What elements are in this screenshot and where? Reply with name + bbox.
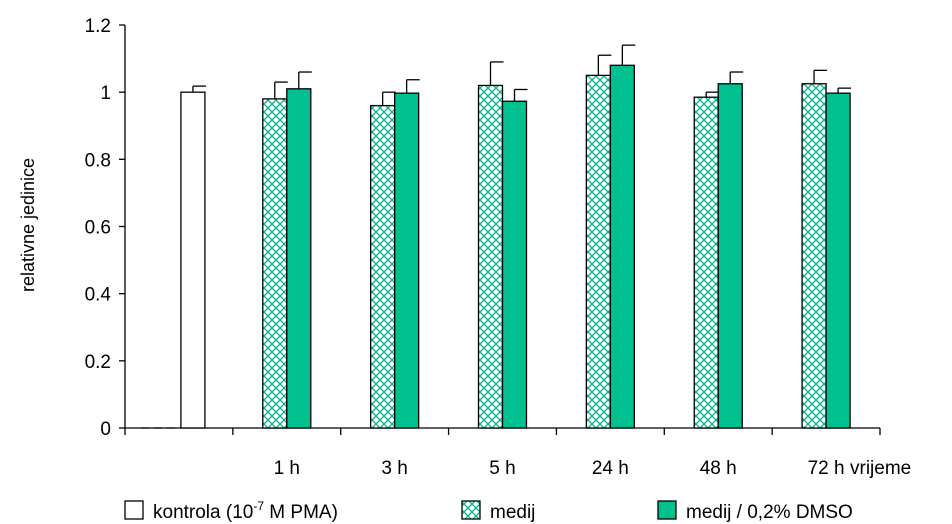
- y-tick-label: 0.6: [85, 218, 111, 239]
- legend-label-medij: medij: [490, 502, 535, 523]
- y-tick-label: 0.4: [85, 285, 112, 306]
- x-tick-label: 72 h: [808, 458, 845, 479]
- y-tick-label: 0.2: [85, 352, 111, 373]
- bar-dmso: [501, 100, 528, 429]
- bar-dmso: [609, 64, 636, 429]
- bar-medij: [477, 84, 504, 429]
- bar-dmso: [825, 92, 851, 429]
- legend-swatch-dmso: [657, 500, 677, 520]
- x-tick-label: 5 h: [489, 458, 515, 479]
- legend-label-control-prefix: kontrola (10: [153, 502, 253, 523]
- x-tick-label: 48 h: [700, 458, 737, 479]
- y-tick-label: 0.8: [85, 150, 111, 171]
- y-tick-label: 1: [100, 83, 111, 104]
- legend-label-dmso: medij / 0,2% DMSO: [686, 502, 853, 523]
- bar-medij: [369, 104, 396, 429]
- x-axis-ticks: 1 h 3 h 5 h 24 h 48 h 72 h: [124, 428, 881, 479]
- x-axis-title: vrijeme: [850, 458, 911, 479]
- y-axis-title: relativne jedinice: [18, 158, 38, 292]
- bar-medij: [262, 98, 288, 429]
- y-tick-label: 0: [100, 419, 111, 440]
- x-tick-label: 3 h: [381, 458, 407, 479]
- legend-swatch-control: [124, 500, 144, 520]
- legend: kontrola (10-7 M PMA) medij medij / 0,2%…: [124, 499, 853, 523]
- bar-dmso: [393, 92, 420, 429]
- x-tick-label: 1 h: [274, 458, 300, 479]
- legend-label-control-suffix: M PMA): [264, 502, 338, 523]
- bar-control: [180, 91, 206, 429]
- legend-swatch-medij: [461, 500, 481, 520]
- bar-medij: [693, 96, 719, 429]
- bars: [140, 44, 852, 429]
- y-tick-label: 1.2: [85, 16, 111, 37]
- bar-dmso: [717, 83, 743, 429]
- bar-medij: [585, 74, 612, 429]
- legend-label-control: kontrola (10-7 M PMA): [153, 499, 338, 523]
- bar-medij: [801, 83, 827, 429]
- bar-dmso: [286, 88, 312, 429]
- x-tick-label: 24 h: [592, 458, 629, 479]
- y-axis-ticks: 0 0.2 0.4 0.6 0.8 1 1.2: [85, 16, 125, 440]
- legend-label-control-sup: -7: [253, 499, 264, 513]
